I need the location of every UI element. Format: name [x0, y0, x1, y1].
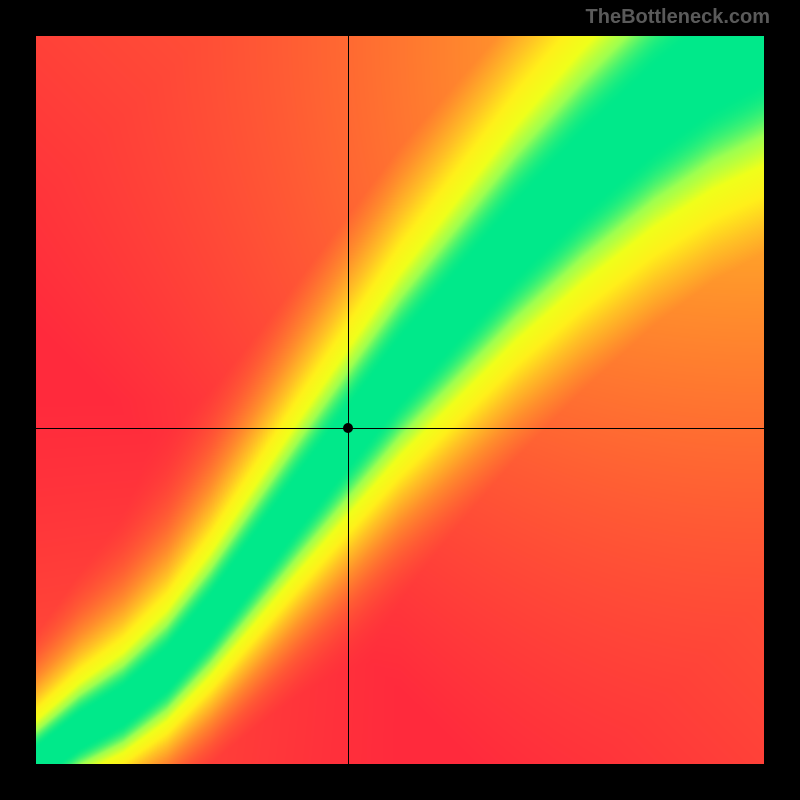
crosshair-horizontal — [36, 428, 764, 429]
crosshair-vertical — [348, 36, 349, 764]
data-point-marker — [343, 423, 353, 433]
heatmap-canvas — [36, 36, 764, 764]
watermark-text: TheBottleneck.com — [586, 6, 770, 29]
bottleneck-heatmap — [36, 36, 764, 764]
